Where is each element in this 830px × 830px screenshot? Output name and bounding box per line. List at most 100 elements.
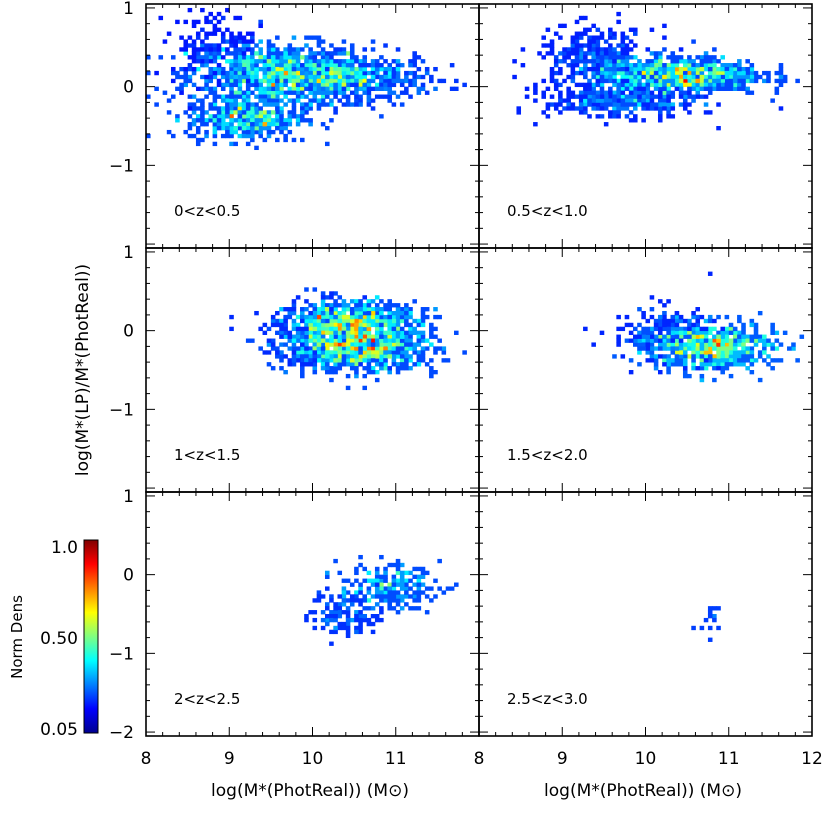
density-cell — [183, 82, 189, 88]
density-cell — [341, 354, 347, 359]
density-cell — [712, 82, 717, 88]
density-cell — [603, 66, 609, 72]
density-cell — [653, 358, 659, 363]
density-cell — [345, 318, 351, 324]
density-cell — [383, 566, 388, 572]
density-cell — [745, 346, 750, 351]
density-cell — [695, 82, 701, 88]
density-cell — [275, 350, 280, 355]
density-cell — [329, 370, 334, 375]
density-cell — [146, 70, 151, 76]
density-cell — [699, 373, 705, 379]
density-cell — [745, 74, 750, 80]
density-cell — [620, 354, 626, 359]
density-cell — [641, 98, 646, 103]
density-cell — [699, 625, 705, 631]
density-cell — [541, 55, 546, 60]
density-cell — [279, 106, 284, 111]
density-cell — [670, 102, 676, 107]
density-cell — [358, 362, 363, 367]
density-cell — [287, 110, 293, 115]
density-cell — [716, 358, 721, 363]
density-cell — [183, 66, 189, 72]
density-cell — [304, 354, 309, 359]
density-cell — [179, 74, 184, 80]
density-cell — [329, 330, 334, 335]
panel-label: 0<z<0.5 — [174, 202, 240, 220]
density-cell — [295, 330, 301, 335]
density-cell — [383, 74, 388, 80]
density-cell — [241, 74, 247, 80]
density-cell — [187, 126, 193, 131]
density-cell — [699, 326, 705, 332]
density-cell — [250, 122, 255, 127]
density-cell — [399, 334, 405, 339]
density-cell — [674, 74, 680, 80]
density-cell — [616, 90, 621, 95]
density-cell — [399, 366, 405, 371]
y-tick-label: 1 — [123, 243, 134, 263]
density-cell — [433, 350, 438, 355]
density-cell — [662, 106, 667, 111]
density-cell — [308, 330, 313, 335]
density-cell — [320, 78, 326, 84]
density-cell — [204, 94, 209, 99]
density-cell — [741, 346, 746, 351]
density-cell — [391, 586, 397, 591]
density-cell — [354, 629, 359, 635]
density-cell — [420, 570, 426, 576]
density-cell — [558, 110, 563, 115]
density-cell — [200, 47, 205, 52]
density-cell — [354, 86, 359, 91]
density-cell — [391, 66, 397, 72]
density-cell — [216, 110, 222, 115]
density-cell — [316, 318, 322, 324]
density-cell — [757, 74, 763, 80]
density-cell — [553, 106, 559, 111]
density-cell — [354, 66, 359, 72]
density-cell — [379, 366, 384, 371]
density-cell — [703, 94, 709, 99]
density-cell — [333, 63, 338, 68]
density-cell — [624, 114, 630, 119]
density-cell — [183, 78, 189, 84]
density-cell — [404, 578, 409, 583]
density-cell — [587, 39, 592, 44]
density-cell — [225, 82, 230, 88]
density-cell — [583, 94, 588, 99]
density-cell — [578, 70, 584, 76]
density-cell — [279, 330, 284, 335]
density-cell — [379, 86, 384, 91]
density-cell — [345, 303, 351, 308]
density-cell — [408, 570, 413, 576]
density-cell — [216, 114, 222, 119]
density-cell — [191, 51, 197, 56]
density-cell — [212, 118, 218, 123]
density-cell — [387, 354, 392, 359]
density-cell — [300, 366, 305, 371]
density-cell — [666, 110, 671, 115]
tick-labels: 10−110−110−1−28 9 10 11 8 9 10 11 12 — [109, 0, 823, 769]
density-cell — [628, 98, 634, 103]
density-cell — [191, 59, 197, 64]
density-cell — [316, 326, 322, 332]
density-cell — [345, 578, 351, 583]
density-cell — [657, 51, 663, 56]
density-cell — [316, 598, 322, 603]
density-cell — [412, 350, 417, 355]
density-cell — [624, 59, 630, 64]
density-cell — [316, 350, 322, 355]
density-cell — [416, 322, 422, 328]
density-cell — [628, 78, 634, 84]
density-cell — [541, 43, 546, 48]
density-cell — [300, 358, 305, 363]
density-cell — [216, 27, 222, 32]
density-cell — [737, 334, 742, 339]
density-cell — [608, 86, 613, 91]
density-cell — [612, 78, 617, 84]
density-cell — [216, 19, 222, 25]
density-cell — [666, 74, 671, 80]
density-cell — [341, 303, 347, 308]
density-cell — [225, 129, 230, 135]
density-cell — [657, 82, 663, 88]
